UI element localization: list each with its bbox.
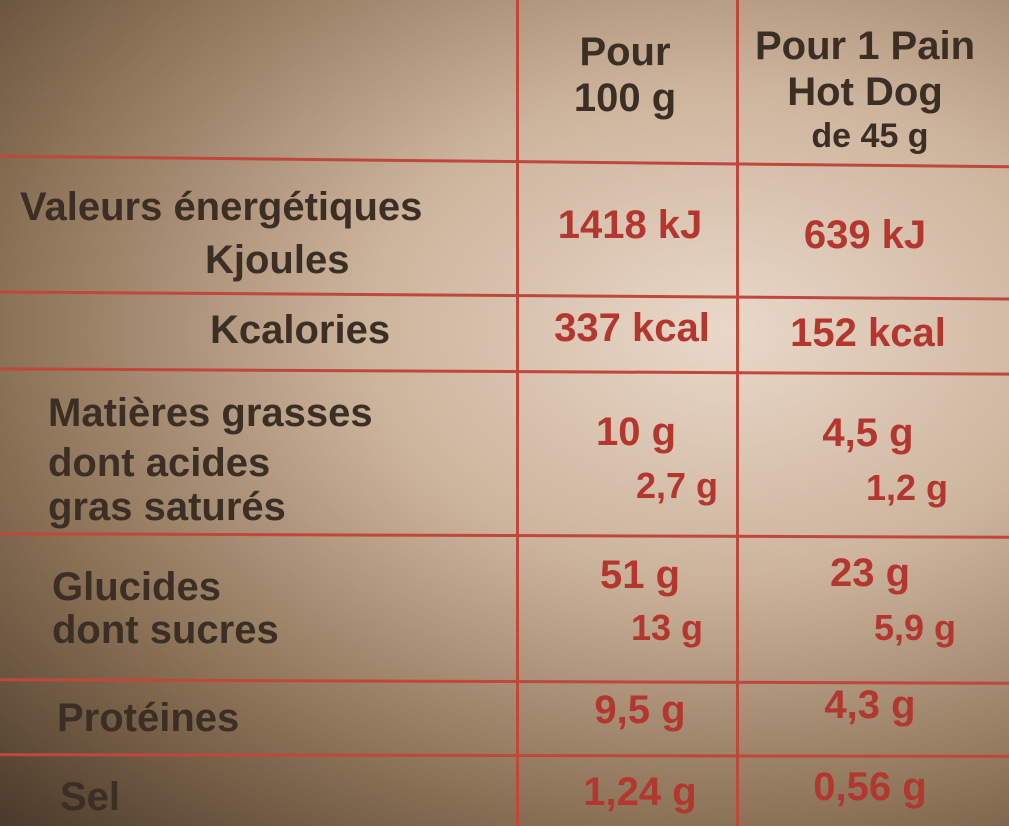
row-divider: [0, 290, 1009, 301]
nutrient-value: 4,5 g: [822, 411, 914, 455]
row-divider: [0, 753, 1009, 758]
column-header: de 45 g: [811, 117, 929, 155]
nutrient-value: 1,24 g: [583, 770, 697, 814]
nutrient-value: 639 kJ: [803, 213, 927, 257]
nutrient-value: 13 g: [630, 607, 703, 648]
row-label: Kjoules: [205, 238, 350, 282]
row-label: Sel: [60, 775, 121, 819]
column-header: 100 g: [573, 76, 677, 120]
column-header: Pour 1 Pain: [754, 24, 976, 68]
row-label: gras saturés: [48, 485, 286, 529]
column-header: Hot Dog: [787, 70, 943, 114]
nutrient-value: 9,5 g: [594, 688, 686, 732]
nutrient-value: 1418 kJ: [557, 203, 703, 247]
row-label: Glucides: [52, 565, 221, 609]
row-label: dont sucres: [52, 608, 279, 652]
row-divider: [0, 367, 1009, 376]
column-divider: [516, 0, 519, 826]
nutrient-value: 5,9 g: [873, 607, 956, 648]
row-divider: [0, 532, 1009, 539]
row-label: Kcalories: [210, 308, 391, 352]
nutrient-value: 0,56 g: [813, 765, 927, 809]
row-label: Protéines: [57, 696, 240, 740]
row-label: Valeurs énergétiques: [20, 185, 423, 229]
column-divider: [736, 0, 739, 826]
nutrient-value: 2,7 g: [635, 465, 718, 506]
nutrient-value: 51 g: [599, 553, 681, 597]
column-header: Pour: [579, 30, 671, 74]
row-label: Matières grasses: [48, 391, 373, 435]
nutrient-value: 1,2 g: [865, 467, 948, 508]
row-divider: [0, 154, 1009, 169]
nutrient-value: 152 kcal: [790, 311, 946, 355]
nutrient-value: 10 g: [595, 410, 677, 454]
row-label: dont acides: [48, 441, 271, 485]
nutrient-value: 337 kcal: [554, 306, 710, 350]
nutrient-value: 4,3 g: [824, 683, 916, 727]
nutrient-value: 23 g: [829, 551, 911, 595]
